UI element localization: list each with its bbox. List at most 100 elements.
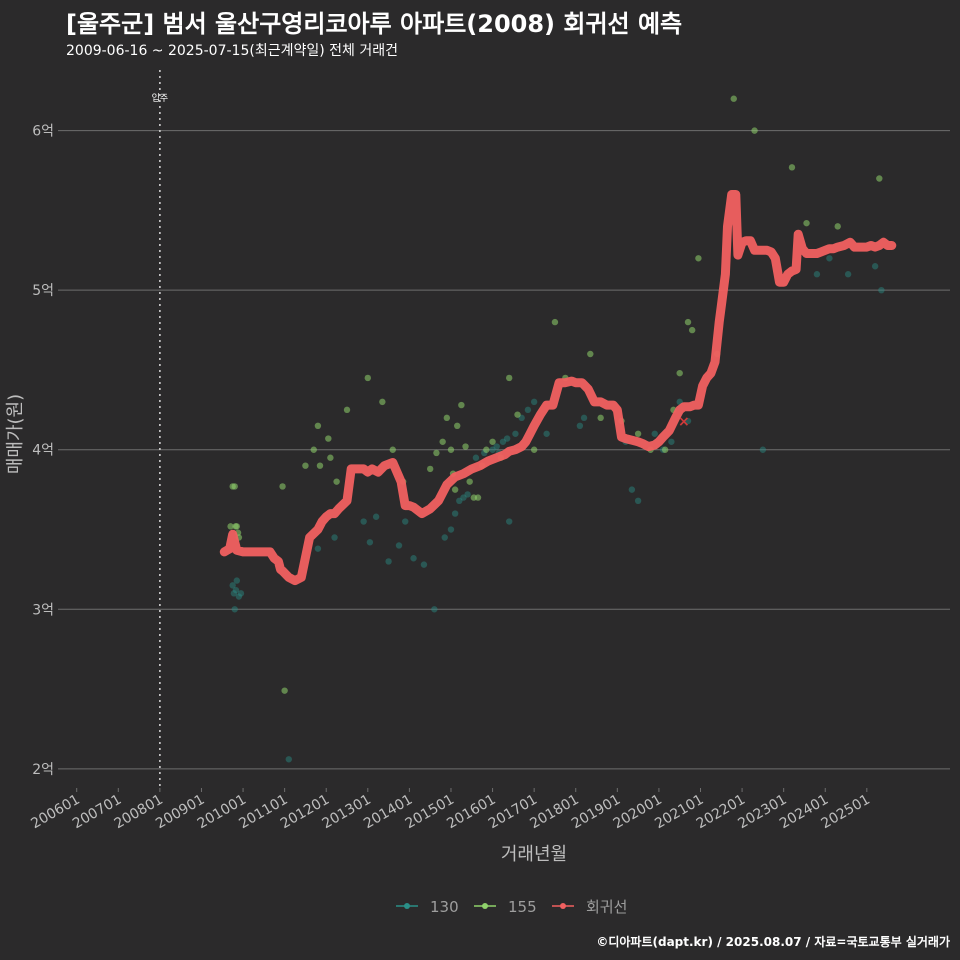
point-130 [472,454,480,461]
point-130 [451,510,459,517]
point-155 [379,398,386,406]
point-155 [364,374,372,382]
point-130 [524,406,532,414]
point-155 [514,411,521,418]
point-155 [688,326,696,334]
point-130 [314,545,322,552]
point-130 [456,497,463,504]
series-155-points [227,95,883,694]
point-130 [331,534,338,541]
x-axis-tick-labels: 2006012007012008012009012010012011012012… [28,792,872,833]
point-130 [410,555,417,562]
point-155 [281,687,288,694]
point-155 [325,435,332,442]
point-130 [230,590,238,597]
regression-line-group [219,190,897,586]
move-in-reference-line: 입주 [152,70,169,788]
point-155 [803,219,810,227]
legend-key-dot [560,903,566,909]
point-155 [231,483,238,490]
grid-lines [58,130,950,792]
point-155 [389,446,396,453]
point-130 [651,430,658,437]
point-155 [597,414,604,422]
point-155 [587,350,594,358]
point-130 [420,561,428,568]
y-tick-label: 3억 [32,602,54,618]
point-130 [441,534,448,541]
point-130 [576,422,584,430]
point-155 [447,446,455,453]
point-130 [543,430,550,437]
point-155 [316,462,324,469]
point-130 [499,438,507,445]
point-155 [433,449,440,457]
point-130 [878,286,885,294]
chart-title: [울주군] 범서 울산구영리코아루 아파트(2008) 회귀선 예측 [66,10,683,38]
point-130 [530,398,538,406]
point-155 [451,486,459,493]
point-155 [466,478,473,485]
point-130 [580,414,588,422]
y-tick-label: 4억 [32,443,54,459]
point-155 [439,438,446,445]
point-155 [661,446,669,453]
highlight-marker-group: × [678,414,690,430]
point-130 [634,497,642,504]
y-tick-label: 5억 [32,283,54,299]
point-155 [530,446,538,453]
point-130 [285,756,292,763]
point-155 [551,318,559,326]
point-155 [443,414,451,422]
point-155 [233,523,241,530]
point-155 [788,164,796,171]
point-155 [327,454,334,461]
point-155 [676,369,683,377]
chart-subtitle: 2009-06-16 ~ 2025-07-15(최근계약일) 전체 거래건 [66,43,398,59]
y-tick-label: 2억 [32,762,54,778]
point-155 [834,223,841,230]
point-130 [505,518,513,525]
point-155 [458,401,465,409]
point-155 [314,422,322,430]
legend-key-dot [482,903,488,909]
y-axis-title: 매매가(원) [5,394,26,474]
point-130 [431,606,438,613]
move-in-label: 입주 [152,92,169,104]
point-155 [634,430,642,437]
legend-label: 155 [508,898,537,916]
point-130 [871,263,879,270]
point-130 [813,271,821,278]
point-130 [460,494,467,501]
point-130 [503,435,511,442]
point-155 [343,406,351,414]
point-130 [233,577,241,584]
highlight-marker: × [678,414,690,430]
point-155 [695,255,702,262]
point-130 [229,582,236,589]
point-155 [462,443,469,450]
point-155 [876,175,883,182]
point-130 [235,593,243,600]
point-155 [751,127,758,134]
legend: 130 155 회귀선 [396,898,627,916]
point-155 [302,462,309,469]
legend-label: 130 [430,898,459,916]
y-axis-tick-labels: 2억 3억 4억 5억 6억 [32,124,54,778]
point-130 [489,446,496,453]
point-155 [426,465,434,473]
point-130 [402,518,409,525]
point-130 [366,539,374,546]
point-130 [826,255,833,262]
point-155 [227,523,234,530]
point-155 [474,494,482,501]
point-130 [668,438,675,445]
point-155 [310,446,317,453]
point-155 [483,446,490,453]
regression-line [219,190,897,586]
series-130-points [229,255,885,763]
point-130 [628,486,636,493]
source-caption: ©디아파트(dapt.kr) / 2025.08.07 / 자료=국토교통부 실… [596,935,950,949]
point-130 [232,586,240,594]
legend-label: 회귀선 [586,898,627,916]
